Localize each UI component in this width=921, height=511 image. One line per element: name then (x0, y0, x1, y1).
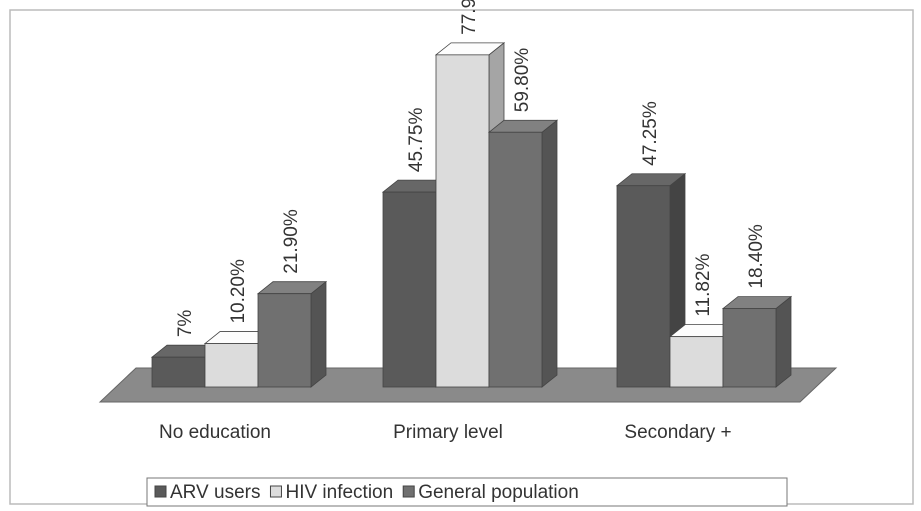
legend-swatch (269, 485, 282, 498)
legend-swatch (402, 485, 415, 498)
bar (616, 185, 671, 388)
bar (435, 54, 490, 388)
data-label: 59.80% (512, 48, 533, 113)
bar (669, 336, 724, 388)
bar (722, 308, 777, 388)
data-label: 77.97% (459, 0, 480, 35)
x-tick-label: Primary level (393, 422, 503, 443)
data-label: 47.25% (640, 101, 661, 166)
bar (257, 293, 312, 388)
data-label: 7% (175, 310, 196, 338)
bar (204, 343, 259, 388)
legend-box (146, 477, 788, 507)
bar (382, 191, 437, 388)
legend-label: ARV users (170, 482, 260, 503)
data-label: 18.40% (746, 224, 767, 289)
legend-label: HIV infection (285, 482, 393, 503)
bar (151, 356, 206, 388)
legend-swatch (154, 485, 167, 498)
bar-side (310, 280, 327, 388)
data-label: 45.75% (406, 108, 427, 173)
data-label: 21.90% (281, 209, 302, 274)
legend-label: General population (418, 482, 579, 503)
data-label: 10.20% (228, 259, 249, 324)
x-tick-label: Secondary + (624, 422, 731, 443)
bar-side (541, 119, 558, 388)
data-label: 11.82% (693, 254, 714, 317)
x-tick-label: No education (159, 422, 271, 443)
bar (488, 131, 543, 388)
bar-side (775, 295, 792, 388)
